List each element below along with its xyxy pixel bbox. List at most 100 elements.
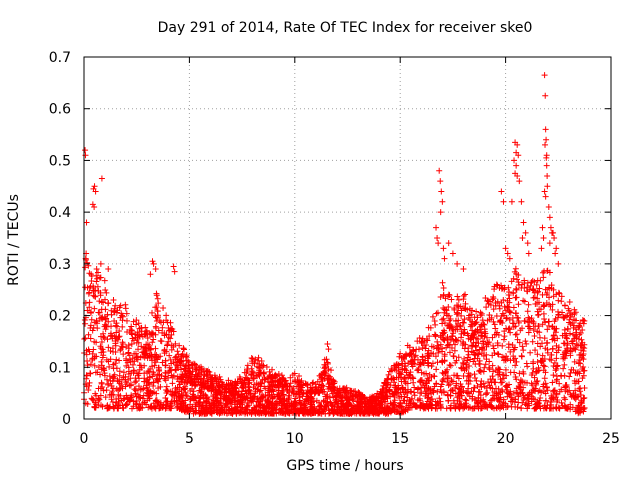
- data-point: [435, 349, 442, 356]
- data-point: [562, 396, 569, 403]
- data-point: [490, 368, 497, 375]
- data-point: [483, 304, 490, 311]
- data-point: [549, 345, 556, 352]
- data-point: [123, 310, 130, 317]
- data-point: [507, 391, 514, 398]
- y-axis-label: ROTI / TECUs: [6, 194, 22, 286]
- data-point: [513, 285, 520, 292]
- data-point: [160, 305, 167, 312]
- data-point: [414, 367, 421, 374]
- data-point: [245, 387, 252, 394]
- data-point: [272, 383, 279, 390]
- data-point: [514, 314, 521, 321]
- data-point: [457, 380, 464, 387]
- data-point: [505, 341, 512, 348]
- data-point: [487, 397, 494, 404]
- data-point: [84, 358, 91, 365]
- data-point: [123, 392, 130, 399]
- data-point: [123, 401, 130, 408]
- data-point: [516, 370, 523, 377]
- data-point: [502, 366, 509, 373]
- data-point: [113, 396, 120, 403]
- data-point: [426, 377, 433, 384]
- data-point: [450, 353, 457, 360]
- data-point: [536, 403, 543, 410]
- data-point: [446, 362, 453, 369]
- data-point: [263, 403, 270, 410]
- data-point: [436, 395, 443, 402]
- data-point: [478, 384, 485, 391]
- data-point: [513, 389, 520, 396]
- data-point: [536, 285, 543, 292]
- data-point: [132, 400, 139, 407]
- data-point: [408, 388, 415, 395]
- data-point: [477, 381, 484, 388]
- x-tick-label: 5: [185, 431, 194, 447]
- data-point: [324, 377, 331, 384]
- data-point: [462, 396, 469, 403]
- data-point: [538, 389, 545, 396]
- data-point: [175, 393, 182, 400]
- data-point: [561, 302, 568, 309]
- data-point: [135, 320, 142, 327]
- data-point: [532, 347, 539, 354]
- data-point: [555, 297, 562, 304]
- data-point: [87, 370, 94, 377]
- y-tick-label: 0.7: [49, 50, 71, 66]
- data-point: [164, 387, 171, 394]
- data-point: [515, 271, 522, 278]
- data-point: [544, 289, 551, 296]
- data-point: [417, 390, 424, 397]
- data-point: [120, 369, 127, 376]
- data-point: [540, 310, 547, 317]
- data-point: [116, 386, 123, 393]
- data-point: [89, 396, 96, 403]
- data-point: [452, 341, 459, 348]
- data-point: [445, 341, 452, 348]
- data-point: [576, 385, 583, 392]
- data-point: [533, 281, 540, 288]
- data-point: [391, 392, 398, 399]
- x-axis-label: GPS time / hours: [286, 458, 403, 474]
- data-point: [444, 391, 451, 398]
- data-point: [428, 374, 435, 381]
- data-point: [107, 330, 114, 337]
- data-point: [483, 384, 490, 391]
- data-point: [458, 312, 465, 319]
- data-point: [466, 363, 473, 370]
- data-point: [105, 344, 112, 351]
- data-point: [82, 264, 89, 271]
- data-point: [248, 365, 255, 372]
- data-point: [207, 409, 214, 416]
- y-tick-label: 0.6: [49, 102, 71, 118]
- data-point: [455, 296, 462, 303]
- data-point: [99, 383, 106, 390]
- data-point: [173, 386, 180, 393]
- data-point: [507, 348, 514, 355]
- data-point: [424, 375, 431, 382]
- data-point: [495, 385, 502, 392]
- data-point: [182, 385, 189, 392]
- data-point: [423, 370, 430, 377]
- data-point: [551, 359, 558, 366]
- data-point: [518, 353, 525, 360]
- data-point: [390, 400, 397, 407]
- data-point: [138, 343, 145, 350]
- data-point: [143, 382, 150, 389]
- data-point: [550, 395, 557, 402]
- x-tick-label: 20: [497, 431, 515, 447]
- data-point: [97, 343, 104, 350]
- y-tick-label: 0: [62, 412, 71, 428]
- data-point: [522, 338, 529, 345]
- data-point: [123, 362, 130, 369]
- data-point: [160, 401, 167, 408]
- data-point: [527, 349, 534, 356]
- data-point: [433, 366, 440, 373]
- data-point: [117, 385, 124, 392]
- data-point: [523, 340, 530, 347]
- data-point: [525, 301, 532, 308]
- data-point: [105, 380, 112, 387]
- data-point: [472, 319, 479, 326]
- data-point: [440, 315, 447, 322]
- data-point: [452, 390, 459, 397]
